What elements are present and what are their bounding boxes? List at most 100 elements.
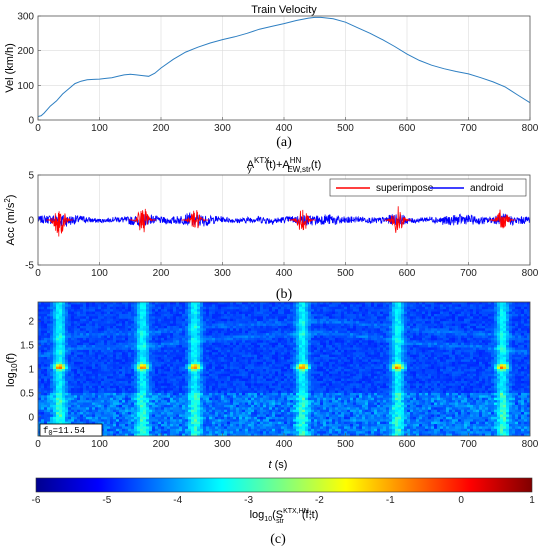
heatmap-cell (47, 392, 51, 396)
heatmap-cell (164, 402, 168, 406)
heatmap-cell (83, 357, 87, 360)
heatmap-cell (53, 383, 57, 387)
heatmap-cell (182, 404, 186, 408)
heatmap-cell (203, 321, 207, 324)
heatmap-cell (113, 428, 117, 432)
heatmap-cell (128, 330, 132, 334)
heatmap-cell (239, 311, 243, 315)
heatmap-cell (56, 385, 60, 389)
heatmap-cell (155, 419, 159, 423)
heatmap-cell (254, 404, 258, 408)
heatmap-cell (239, 371, 243, 375)
heatmap-cell (281, 313, 285, 317)
heatmap-cell (164, 397, 168, 401)
heatmap-cell (185, 407, 189, 411)
heatmap-cell (41, 323, 45, 327)
heatmap-cell (290, 313, 294, 317)
heatmap-cell (254, 400, 258, 403)
heatmap-cell (107, 395, 111, 399)
heatmap-cell (80, 404, 84, 408)
heatmap-cell (239, 404, 243, 408)
heatmap-cell (272, 328, 276, 332)
chart-a-xtick-label: 400 (276, 123, 293, 134)
heatmap-cell (128, 373, 132, 377)
heatmap-cell (200, 357, 204, 360)
heatmap-cell (44, 416, 48, 420)
heatmap-cell (41, 407, 45, 411)
heatmap-cell (146, 316, 150, 320)
heatmap-cell (194, 345, 198, 348)
heatmap-cell (131, 345, 135, 348)
chart-a-ytick-label: 200 (17, 46, 34, 57)
heatmap-cell (296, 304, 300, 308)
heatmap-cell (125, 378, 129, 382)
heatmap-cell (53, 357, 57, 360)
heatmap-cell (119, 404, 123, 408)
heatmap-cell (101, 400, 105, 403)
heatmap-cell (293, 419, 297, 423)
heatmap-cell (185, 321, 189, 324)
heatmap-cell (92, 318, 96, 322)
heatmap-cell (122, 325, 126, 329)
heatmap-cell (188, 404, 192, 408)
heatmap-cell (296, 369, 300, 372)
heatmap-cell (56, 383, 60, 387)
heatmap-cell (164, 340, 168, 344)
heatmap-cell (248, 309, 252, 312)
heatmap-cell (77, 359, 81, 363)
heatmap-cell (62, 321, 66, 324)
heatmap-cell (128, 349, 132, 353)
heatmap-cell (53, 364, 57, 367)
heatmap-cell (41, 313, 45, 317)
heatmap-cell (116, 412, 120, 415)
heatmap-cell (278, 304, 282, 308)
heatmap-cell (224, 342, 228, 346)
heatmap-cell (275, 306, 279, 310)
heatmap-cell (59, 359, 63, 363)
heatmap-cell (236, 364, 240, 367)
heatmap-cell (164, 323, 168, 327)
heatmap-cell (245, 414, 249, 418)
heatmap-cell (269, 395, 273, 399)
heatmap-cell (233, 302, 237, 305)
heatmap-cell (92, 414, 96, 418)
chart-b-ytick-label: 5 (28, 171, 34, 182)
heatmap-cell (104, 337, 108, 341)
heatmap-cell (101, 342, 105, 346)
heatmap-cell (215, 404, 219, 408)
heatmap-cell (272, 383, 276, 387)
heatmap-cell (62, 385, 66, 389)
heatmap-cell (275, 361, 279, 365)
heatmap-cell (71, 395, 75, 399)
heatmap-cell (236, 357, 240, 360)
heatmap-cell (266, 433, 270, 436)
heatmap-cell (182, 361, 186, 365)
heatmap-cell (53, 419, 57, 423)
heatmap-cell (239, 337, 243, 341)
heatmap-cell (227, 335, 231, 339)
heatmap-cell (284, 412, 288, 415)
heatmap-cell (80, 369, 84, 372)
heatmap-cell (290, 330, 294, 334)
heatmap-cell (191, 395, 195, 399)
heatmap-cell (260, 364, 264, 367)
heatmap-cell (152, 376, 156, 379)
heatmap-cell (50, 309, 54, 312)
heatmap-cell (107, 304, 111, 308)
heatmap-cell (125, 321, 129, 324)
heatmap-cell (191, 433, 195, 436)
heatmap-cell (164, 313, 168, 317)
heatmap-cell (134, 357, 138, 360)
heatmap-cell (185, 378, 189, 382)
heatmap-cell (278, 395, 282, 399)
heatmap-cell (185, 318, 189, 322)
heatmap-cell (107, 371, 111, 375)
heatmap-cell (53, 316, 57, 320)
heatmap-cell (278, 371, 282, 375)
heatmap-cell (290, 376, 294, 379)
heatmap-cell (227, 345, 231, 348)
heatmap-cell (266, 328, 270, 332)
heatmap-cell (242, 407, 246, 411)
heatmap-cell (77, 369, 81, 372)
heatmap-cell (173, 421, 177, 425)
